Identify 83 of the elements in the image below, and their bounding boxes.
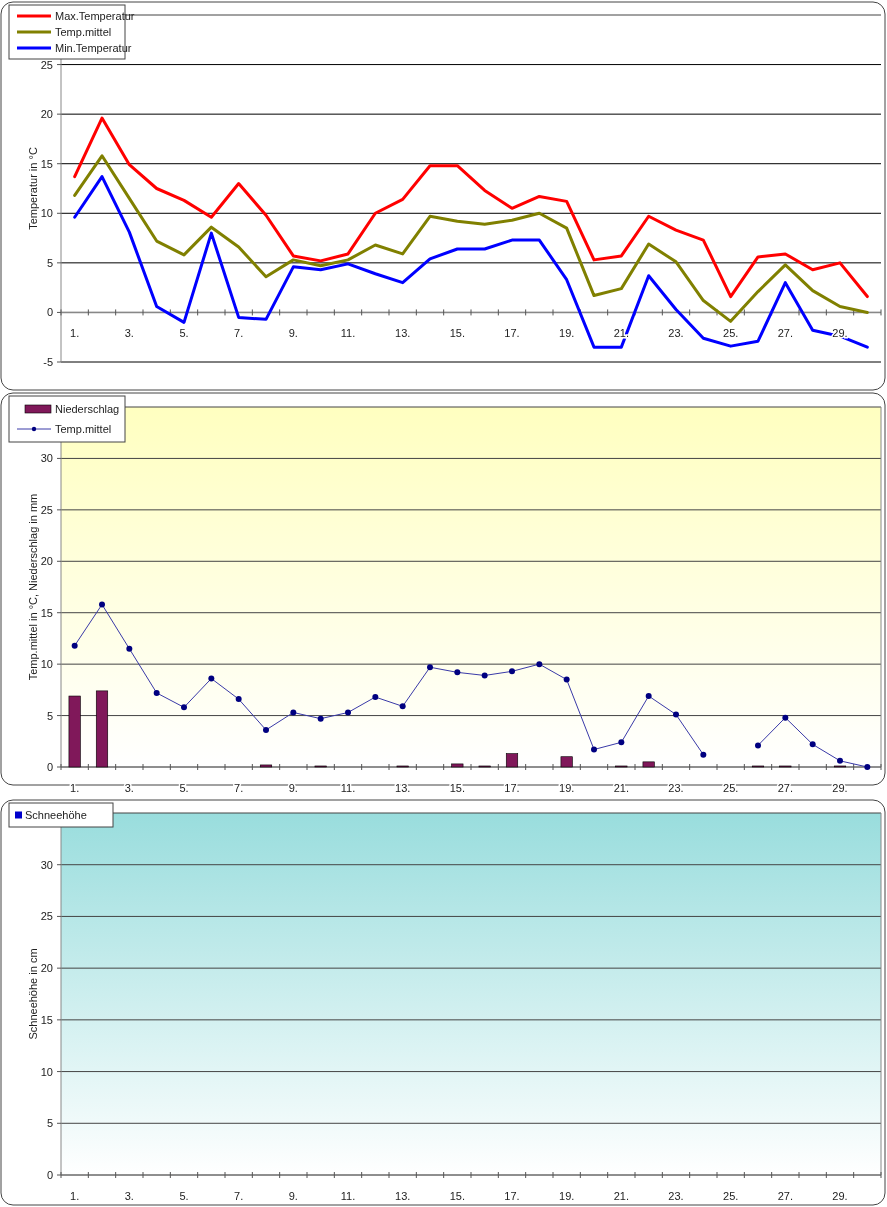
x-tick-label: 17. — [504, 1190, 520, 1202]
bar — [451, 763, 464, 768]
y-tick-label: 20 — [40, 962, 53, 975]
x-tick-label: 23. — [668, 1190, 684, 1202]
x-tick-label: 11. — [340, 327, 356, 340]
x-tick-label: 27. — [777, 782, 793, 794]
x-tick-label: 27. — [777, 1190, 793, 1202]
bar — [95, 690, 109, 768]
legend-label: Min.Temperatur — [55, 42, 132, 54]
y-tick-label: 15 — [40, 157, 53, 170]
y-tick-label: 5 — [46, 709, 53, 722]
x-tick-label: 19. — [559, 782, 575, 794]
x-tick-label: 7. — [234, 1190, 244, 1202]
x-tick-label: 5. — [179, 1190, 189, 1202]
y-axis-title: Schneehöhe in cm — [27, 948, 39, 1040]
legend-label: Niederschlag — [55, 403, 120, 415]
x-tick-label: 23. — [668, 782, 684, 794]
bar — [642, 761, 655, 768]
y-tick-label: 10 — [40, 1065, 53, 1078]
x-tick-label: 1. — [70, 782, 80, 794]
y-tick-label: 20 — [40, 108, 53, 121]
x-tick-label: 17. — [504, 327, 520, 340]
x-tick-label: 25. — [723, 782, 739, 794]
y-tick-label: 10 — [40, 658, 53, 671]
x-tick-label: 5. — [179, 782, 189, 794]
y-tick-label: 30 — [40, 858, 53, 871]
y-tick-label: 25 — [40, 910, 53, 923]
x-tick-label: 3. — [124, 782, 134, 794]
legend-label: Temp.mittel — [55, 26, 112, 38]
y-tick-label: -5 — [43, 356, 53, 368]
y-tick-label: 5 — [46, 1117, 53, 1130]
legend-label: Max.Temperatur — [55, 10, 135, 22]
x-tick-label: 13. — [395, 327, 411, 340]
x-tick-label: 19. — [559, 327, 575, 340]
y-axis-title: Temp.mittel in °C, Niederschlag in mm — [27, 493, 39, 681]
x-tick-label: 5. — [179, 327, 189, 340]
x-tick-label: 21. — [613, 782, 629, 794]
y-tick-label: 15 — [40, 1013, 53, 1026]
x-tick-label: 11. — [340, 1190, 356, 1202]
y-tick-label: 30 — [40, 452, 53, 465]
x-tick-label: 7. — [234, 327, 244, 340]
x-tick-label: 29. — [832, 1190, 848, 1202]
x-tick-label: 15. — [449, 782, 465, 794]
line-series — [73, 154, 869, 323]
y-tick-label: 0 — [46, 1169, 53, 1181]
y-axis-title: Temperatur in °C — [27, 147, 39, 230]
x-tick-label: 21. — [613, 1190, 629, 1202]
legend-label: Temp.mittel — [55, 423, 112, 435]
y-tick-label: 0 — [46, 761, 53, 773]
x-tick-label: 15. — [449, 327, 465, 340]
x-tick-label: 7. — [234, 782, 244, 794]
bar — [68, 695, 81, 768]
legend-label: Schneehöhe — [25, 809, 87, 821]
x-tick-label: 3. — [124, 1190, 134, 1202]
x-tick-label: 23. — [668, 327, 684, 340]
bar — [505, 753, 519, 768]
x-tick-label: 9. — [288, 327, 298, 340]
x-tick-label: 9. — [288, 782, 298, 794]
x-tick-label: 25. — [723, 327, 739, 340]
x-tick-label: 27. — [777, 327, 793, 340]
x-tick-label: 11. — [340, 782, 356, 794]
x-tick-label: 1. — [70, 1190, 80, 1202]
y-tick-label: 20 — [40, 555, 53, 568]
y-tick-label: 0 — [46, 306, 53, 319]
line-series — [73, 116, 869, 299]
y-tick-label: 25 — [40, 503, 53, 516]
x-tick-label: 17. — [504, 782, 520, 794]
bar — [259, 764, 273, 768]
x-tick-label: 15. — [449, 1190, 465, 1202]
y-tick-label: 15 — [40, 606, 53, 619]
bar — [560, 756, 573, 768]
x-tick-label: 1. — [70, 327, 80, 340]
y-tick-label: 5 — [46, 256, 53, 269]
y-tick-label: 25 — [40, 58, 53, 71]
x-tick-label: 29. — [832, 782, 848, 794]
x-tick-label: 3. — [124, 327, 134, 340]
x-tick-label: 25. — [723, 1190, 739, 1202]
x-tick-label: 19. — [559, 1190, 575, 1202]
x-tick-label: 13. — [395, 1190, 411, 1202]
x-tick-label: 9. — [288, 1190, 298, 1202]
y-tick-label: 10 — [40, 207, 53, 220]
line-series — [73, 175, 869, 349]
x-tick-label: 13. — [395, 782, 411, 794]
